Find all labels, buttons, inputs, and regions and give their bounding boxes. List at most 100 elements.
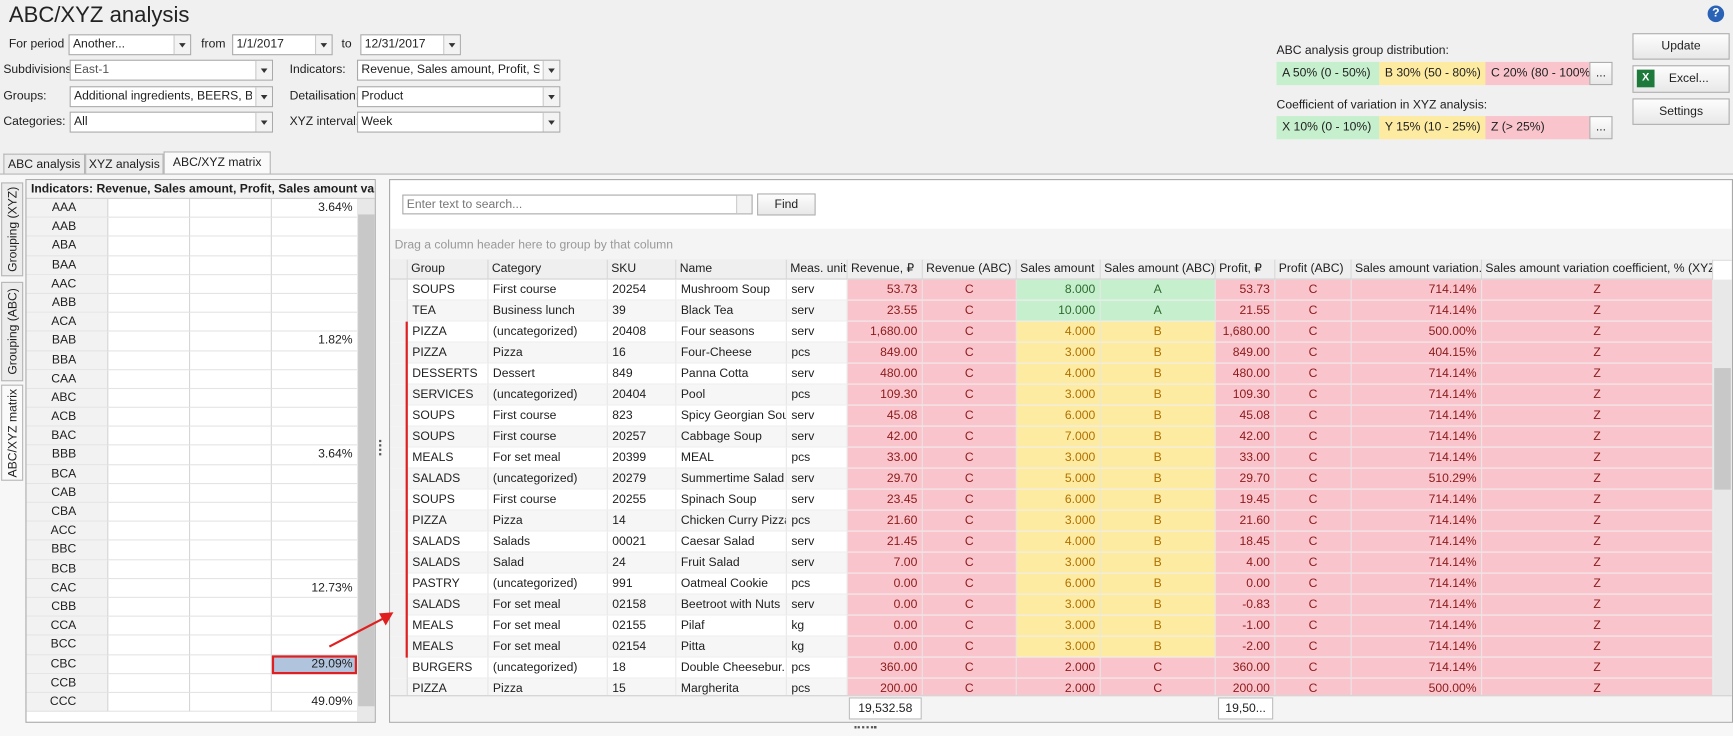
dropdown-button[interactable] [255, 87, 272, 106]
matrix-cell [108, 674, 190, 693]
matrix-value[interactable] [272, 256, 357, 275]
dropdown[interactable]: All [70, 112, 273, 133]
dropdown-button[interactable] [543, 113, 560, 132]
dropdown[interactable]: 1/1/2017 [232, 34, 333, 55]
column-header[interactable]: Sales amount variation coefficient, % (X… [1482, 260, 1713, 280]
side-tab[interactable]: ABC/XYZ matrix [1, 385, 23, 481]
table-cell: C [923, 637, 1017, 658]
column-header[interactable]: Revenue, ₽ [848, 260, 923, 280]
matrix-value[interactable] [272, 408, 357, 427]
matrix-cell [108, 332, 190, 351]
matrix-value[interactable] [272, 351, 357, 370]
table-cell: B [1101, 322, 1216, 343]
column-header[interactable]: SKU [608, 260, 677, 280]
table-cell: C [1275, 637, 1351, 658]
tab[interactable]: ABC analysis [3, 154, 85, 175]
column-header[interactable]: Group [408, 260, 489, 280]
table-cell: 109.30 [848, 385, 923, 406]
matrix-value[interactable] [272, 503, 357, 522]
table-cell: MEALS [408, 616, 489, 637]
matrix-cell [108, 446, 190, 465]
dropdown-button[interactable] [543, 87, 560, 106]
dropdown-button[interactable] [543, 61, 560, 80]
dropdown-button[interactable] [443, 35, 460, 54]
matrix-value[interactable]: 49.09% [272, 693, 357, 712]
button[interactable]: ... [1589, 116, 1612, 139]
button[interactable]: ... [1589, 62, 1612, 85]
matrix-value[interactable] [272, 218, 357, 237]
table-cell: First course [489, 280, 608, 301]
dropdown[interactable]: Revenue, Sales amount, Profit, Sa... [357, 60, 560, 81]
dropdown-button[interactable] [174, 35, 191, 54]
column-header[interactable]: Profit, ₽ [1216, 260, 1276, 280]
column-header[interactable]: Name [676, 260, 787, 280]
dropdown[interactable]: Week [357, 112, 560, 133]
tab[interactable]: ABC/XYZ matrix [164, 151, 271, 174]
column-header[interactable]: Sales amount variation... [1352, 260, 1482, 280]
matrix-value[interactable] [272, 370, 357, 389]
matrix-value[interactable] [272, 294, 357, 313]
matrix-value[interactable]: 3.64% [272, 446, 357, 465]
matrix-value[interactable] [272, 275, 357, 294]
button[interactable]: Settings [1632, 98, 1729, 125]
dropdown-button[interactable] [255, 113, 272, 132]
matrix-value[interactable] [272, 636, 357, 655]
dropdown-button[interactable] [736, 196, 751, 214]
distribution-box: Y 15% (10 - 25%) [1379, 116, 1485, 139]
column-header[interactable]: Meas. unit [787, 260, 848, 280]
table-cell: Pool [676, 385, 787, 406]
column-header[interactable]: Sales amount (ABC) [1101, 260, 1216, 280]
matrix-value[interactable]: 29.09% [272, 655, 357, 674]
dropdown[interactable]: Product [357, 86, 560, 107]
matrix-value[interactable]: 12.73% [272, 579, 357, 598]
matrix-value[interactable] [272, 674, 357, 693]
table-cell: Z [1482, 280, 1713, 301]
side-tab[interactable]: Grouping (ABC) [1, 282, 23, 381]
dropdown[interactable]: East-1 [70, 60, 273, 81]
matrix-value[interactable] [272, 560, 357, 579]
footer-total: 19,50... [1218, 697, 1273, 719]
table-cell: kg [787, 637, 848, 658]
table-cell: B [1101, 532, 1216, 553]
table-cell: C [1275, 406, 1351, 427]
dropdown-button[interactable] [255, 61, 272, 80]
matrix-value[interactable]: 3.64% [272, 199, 357, 218]
matrix-value[interactable]: 1.82% [272, 332, 357, 351]
column-header[interactable]: Sales amount [1017, 260, 1101, 280]
table-cell: PASTRY [408, 574, 489, 595]
matrix-value[interactable] [272, 598, 357, 617]
dropdown[interactable]: 12/31/2017 [360, 34, 461, 55]
table-cell: 6.000 [1017, 490, 1101, 511]
table-cell: DESSERTS [408, 364, 489, 385]
table-cell: 33.00 [1216, 448, 1276, 469]
matrix-value[interactable] [272, 427, 357, 446]
matrix-code: BCC [27, 636, 109, 655]
matrix-value[interactable] [272, 617, 357, 636]
table-cell: -1.00 [1216, 616, 1276, 637]
dropdown-button[interactable] [315, 35, 332, 54]
column-header[interactable]: Category [489, 260, 608, 280]
help-icon[interactable]: ? [1708, 6, 1725, 23]
matrix-value[interactable] [272, 389, 357, 408]
column-header[interactable]: Profit (ABC) [1275, 260, 1351, 280]
matrix-value[interactable] [272, 522, 357, 541]
side-tab-label: Grouping (ABC) [4, 283, 22, 380]
matrix-cell [190, 693, 272, 712]
table-cell: Z [1482, 511, 1713, 532]
matrix-value[interactable] [272, 237, 357, 256]
grid-panel: Enter text to search...FindDrag a column… [389, 179, 1733, 723]
tab[interactable]: XYZ analysis [85, 154, 163, 175]
dropdown[interactable]: Additional ingredients, BEERS, BEV... [70, 86, 273, 107]
column-header[interactable]: Revenue (ABC) [923, 260, 1017, 280]
dropdown[interactable]: Another... [69, 34, 192, 55]
search-box[interactable]: Enter text to search... [402, 195, 752, 215]
table-cell: SALADS [408, 532, 489, 553]
field-label: Subdivisions: [3, 62, 75, 77]
side-tab[interactable]: Grouping (XYZ) [1, 182, 23, 276]
matrix-value[interactable] [272, 465, 357, 484]
matrix-value[interactable] [272, 541, 357, 560]
button[interactable]: Update [1632, 33, 1729, 60]
button[interactable]: Find [757, 193, 816, 215]
matrix-value[interactable] [272, 313, 357, 332]
matrix-value[interactable] [272, 484, 357, 503]
